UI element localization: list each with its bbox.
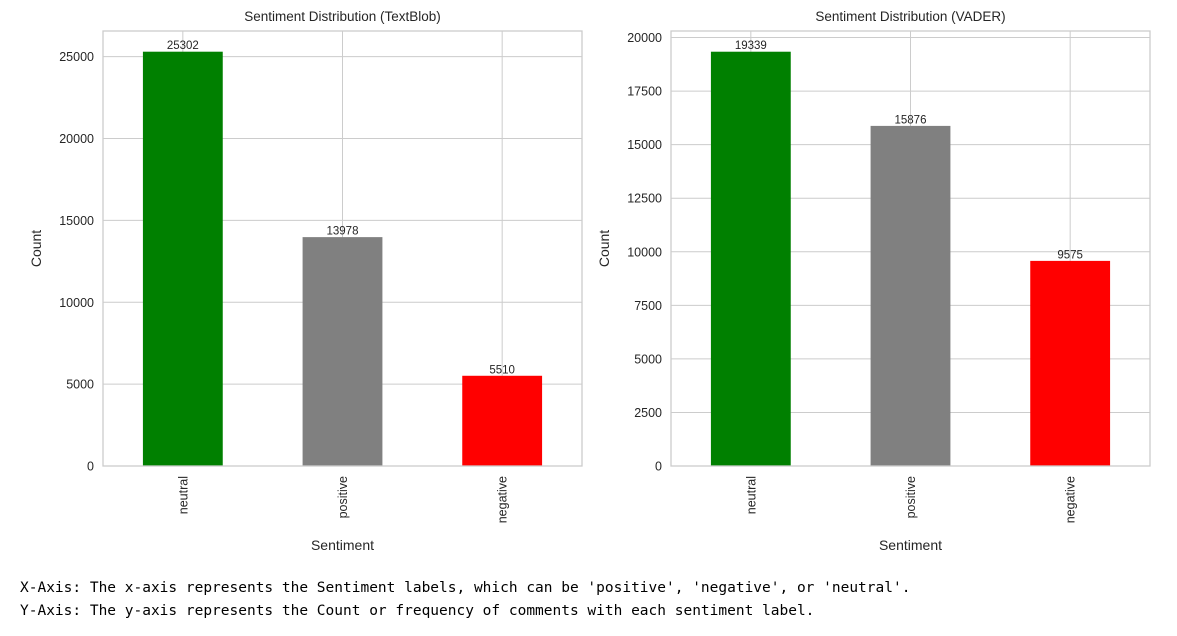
y-tick-label: 7500	[634, 299, 662, 313]
y-tick-label: 15000	[627, 138, 662, 152]
bar-value-label: 19339	[735, 40, 767, 52]
y-tick-label: 12500	[627, 192, 662, 206]
y-axis-label: Count	[28, 230, 44, 267]
x-tick-label: neutral	[744, 476, 758, 514]
x-axis-note: X-Axis: The x-axis represents the Sentim…	[20, 580, 911, 596]
bar-value-label: 25302	[167, 40, 199, 52]
y-tick-label: 10000	[627, 245, 662, 259]
x-tick-label: positive	[336, 476, 350, 518]
y-tick-label: 5000	[634, 352, 662, 366]
x-tick-label: positive	[904, 476, 918, 518]
bar-positive	[870, 125, 951, 467]
y-axis-note: Y-Axis: The y-axis represents the Count …	[20, 603, 815, 619]
y-tick-label: 0	[655, 460, 662, 474]
bar-value-label: 15876	[895, 114, 927, 126]
y-tick-label: 0	[87, 460, 94, 474]
bar-neutral	[142, 51, 223, 466]
y-tick-label: 5000	[66, 378, 94, 392]
x-axis-label: Sentiment	[311, 537, 374, 553]
bar-negative	[462, 375, 543, 466]
x-tick-label: negative	[1064, 476, 1078, 523]
chart-title: Sentiment Distribution (VADER)	[815, 9, 1005, 24]
y-tick-label: 25000	[59, 50, 94, 64]
x-tick-label: neutral	[176, 476, 190, 514]
chart-title: Sentiment Distribution (TextBlob)	[244, 9, 441, 24]
bar-value-label: 13978	[327, 226, 359, 238]
x-tick-label: negative	[496, 476, 510, 523]
y-axis-label: Count	[596, 230, 612, 267]
y-tick-label: 20000	[59, 132, 94, 146]
plot-frame	[102, 30, 583, 467]
y-tick-label: 17500	[627, 85, 662, 99]
axis-notes: X-Axis: The x-axis represents the Sentim…	[20, 577, 910, 623]
y-tick-label: 20000	[627, 31, 662, 45]
chart-2: 0 2500 5000 7500 10000 12500 15000 17500 20000 19…	[596, 9, 1151, 553]
y-tick-label: 15000	[59, 214, 94, 228]
bar-value-label: 9575	[1057, 249, 1083, 261]
bar-negative	[1030, 260, 1111, 466]
y-tick-label: 2500	[634, 406, 662, 420]
chart-1: 0 5000 10000 15000 20000 25000 25302 neutral 139…	[28, 9, 583, 553]
x-axis-label: Sentiment	[879, 537, 942, 553]
y-tick-label: 10000	[59, 296, 94, 310]
bar-neutral	[710, 51, 791, 467]
plot-frame	[670, 30, 1151, 467]
sentiment-charts: 050001000015000200002500025302neutral139…	[28, 9, 1151, 553]
bar-value-label: 5510	[489, 364, 515, 376]
bar-positive	[302, 237, 383, 466]
